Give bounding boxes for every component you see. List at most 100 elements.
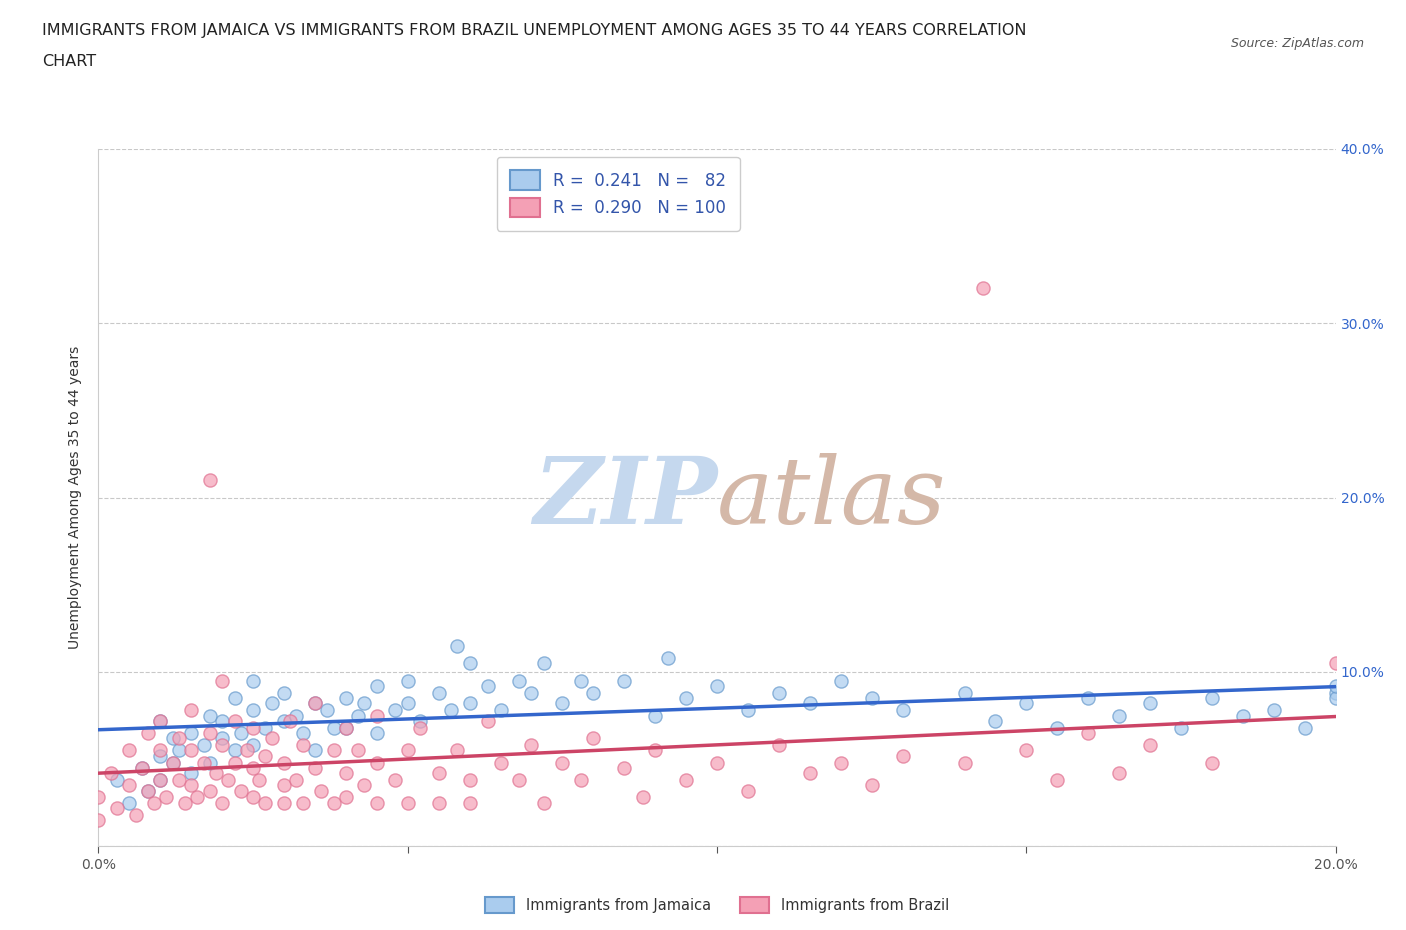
Point	[162, 755, 184, 770]
Point	[860, 691, 883, 706]
Text: Source: ZipAtlas.com: Source: ZipAtlas.com	[1230, 37, 1364, 50]
Point	[335, 790, 357, 805]
Point	[396, 696, 419, 711]
Point	[1015, 743, 1038, 758]
Point	[198, 755, 221, 770]
Point	[304, 761, 326, 776]
Point	[136, 783, 159, 798]
Point	[582, 685, 605, 700]
Point	[193, 737, 215, 752]
Point	[167, 773, 190, 788]
Point	[242, 703, 264, 718]
Y-axis label: Unemployment Among Ages 35 to 44 years: Unemployment Among Ages 35 to 44 years	[69, 346, 83, 649]
Point	[551, 755, 574, 770]
Point	[273, 685, 295, 700]
Point	[891, 748, 914, 763]
Point	[124, 807, 146, 822]
Point	[631, 790, 654, 805]
Point	[366, 725, 388, 740]
Point	[322, 743, 344, 758]
Point	[347, 708, 370, 723]
Point	[224, 691, 246, 706]
Point	[211, 795, 233, 810]
Point	[860, 777, 883, 792]
Point	[427, 795, 450, 810]
Text: IMMIGRANTS FROM JAMAICA VS IMMIGRANTS FROM BRAZIL UNEMPLOYMENT AMONG AGES 35 TO : IMMIGRANTS FROM JAMAICA VS IMMIGRANTS FR…	[42, 23, 1026, 38]
Point	[384, 773, 406, 788]
Point	[569, 773, 592, 788]
Point	[180, 777, 202, 792]
Point	[830, 755, 852, 770]
Point	[675, 773, 697, 788]
Point	[304, 743, 326, 758]
Point	[1324, 656, 1347, 671]
Point	[155, 790, 177, 805]
Point	[291, 725, 314, 740]
Point	[477, 679, 499, 694]
Point	[180, 765, 202, 780]
Point	[489, 703, 512, 718]
Point	[273, 755, 295, 770]
Point	[1139, 737, 1161, 752]
Point	[316, 703, 339, 718]
Point	[304, 696, 326, 711]
Point	[551, 696, 574, 711]
Point	[162, 731, 184, 746]
Point	[304, 696, 326, 711]
Point	[953, 685, 976, 700]
Point	[396, 743, 419, 758]
Point	[242, 721, 264, 736]
Point	[285, 708, 308, 723]
Point	[309, 783, 332, 798]
Point	[768, 685, 790, 700]
Point	[1170, 721, 1192, 736]
Text: CHART: CHART	[42, 54, 96, 69]
Point	[1139, 696, 1161, 711]
Point	[149, 743, 172, 758]
Point	[489, 755, 512, 770]
Point	[273, 713, 295, 728]
Point	[242, 790, 264, 805]
Point	[242, 737, 264, 752]
Point	[508, 673, 530, 688]
Point	[657, 651, 679, 666]
Point	[224, 743, 246, 758]
Point	[644, 708, 666, 723]
Point	[118, 777, 141, 792]
Point	[972, 281, 994, 296]
Text: atlas: atlas	[717, 453, 946, 542]
Point	[458, 696, 481, 711]
Point	[254, 748, 277, 763]
Point	[285, 773, 308, 788]
Point	[254, 721, 277, 736]
Point	[613, 761, 636, 776]
Point	[1108, 708, 1130, 723]
Point	[1077, 691, 1099, 706]
Point	[1077, 725, 1099, 740]
Point	[1046, 721, 1069, 736]
Point	[211, 731, 233, 746]
Point	[366, 755, 388, 770]
Point	[1294, 721, 1316, 736]
Point	[440, 703, 463, 718]
Point	[118, 795, 141, 810]
Point	[335, 721, 357, 736]
Point	[768, 737, 790, 752]
Point	[891, 703, 914, 718]
Point	[224, 755, 246, 770]
Point	[322, 795, 344, 810]
Point	[409, 721, 432, 736]
Point	[1324, 685, 1347, 700]
Point	[131, 761, 153, 776]
Point	[1201, 755, 1223, 770]
Point	[737, 783, 759, 798]
Point	[335, 765, 357, 780]
Point	[737, 703, 759, 718]
Point	[1108, 765, 1130, 780]
Point	[984, 713, 1007, 728]
Point	[236, 743, 259, 758]
Point	[366, 679, 388, 694]
Point	[458, 773, 481, 788]
Point	[105, 801, 128, 816]
Point	[1324, 691, 1347, 706]
